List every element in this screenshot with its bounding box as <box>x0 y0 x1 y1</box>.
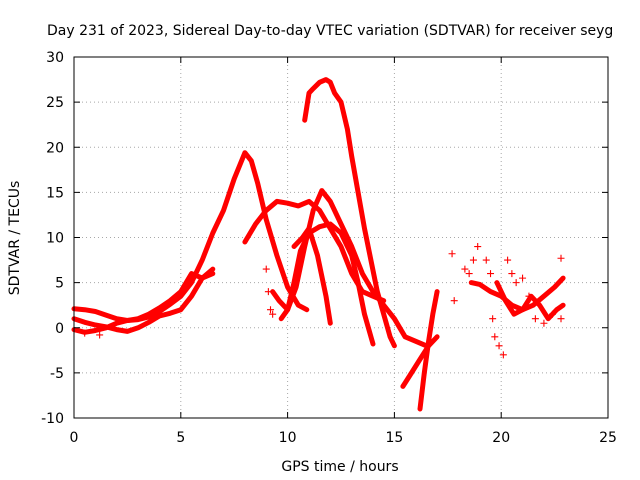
scatter-markers <box>81 243 565 359</box>
y-tick-label: 20 <box>46 140 64 156</box>
y-tick-label: -10 <box>41 411 64 427</box>
data-point-marker <box>487 270 495 278</box>
y-tick-label: -5 <box>50 366 64 382</box>
data-point-marker <box>474 243 482 251</box>
y-tick-label: 5 <box>55 276 64 292</box>
data-point-marker <box>461 265 469 273</box>
data-point-marker <box>525 292 533 300</box>
data-point-marker <box>489 315 497 323</box>
data-point-marker <box>540 319 548 327</box>
x-tick-label: 0 <box>70 430 79 446</box>
y-axis-title: SDTVAR / TECUs <box>7 181 23 296</box>
x-tick-label: 10 <box>279 430 297 446</box>
series-arc-2 <box>71 266 216 334</box>
data-point-marker <box>267 306 275 314</box>
series-arc-10 <box>417 289 440 412</box>
data-series <box>71 77 566 412</box>
data-point-marker <box>548 310 556 318</box>
x-axis-title: GPS time / hours <box>281 459 398 475</box>
data-point-marker <box>512 279 520 287</box>
data-point-marker <box>269 310 277 318</box>
data-point-marker <box>531 315 539 323</box>
data-point-marker <box>448 250 456 258</box>
axes: -10 -5 0 5 10 15 20 25 30 0 5 10 15 20 25 <box>41 50 617 446</box>
data-point-marker <box>557 254 565 262</box>
data-point-marker <box>465 270 473 278</box>
series-arc-1 <box>71 150 310 323</box>
series-arc-8 <box>291 226 333 326</box>
x-tick-label: 20 <box>492 430 510 446</box>
series-arc-11 <box>468 275 566 313</box>
data-point-marker <box>469 256 477 264</box>
data-point-marker <box>482 256 490 264</box>
data-point-marker <box>96 331 104 339</box>
data-point-marker <box>499 351 507 359</box>
series-arc-9 <box>400 334 440 389</box>
x-tick-label: 5 <box>176 430 185 446</box>
y-tick-label: 15 <box>46 185 64 201</box>
x-tick-label: 25 <box>599 430 617 446</box>
data-point-marker <box>508 270 516 278</box>
x-tick-label: 15 <box>385 430 403 446</box>
data-point-marker <box>81 329 89 337</box>
data-point-marker <box>495 342 503 350</box>
y-tick-label: 30 <box>46 50 64 66</box>
y-tick-label: 0 <box>55 321 64 337</box>
chart-title: Day 231 of 2023, Sidereal Day-to-day VTE… <box>47 23 613 39</box>
data-point-marker <box>264 288 272 296</box>
series-arc-7 <box>278 221 376 347</box>
data-point-marker <box>557 315 565 323</box>
data-point-marker <box>504 256 512 264</box>
y-tick-label: 25 <box>46 95 64 111</box>
data-point-marker <box>450 297 458 305</box>
series-arc-3 <box>71 271 216 335</box>
y-tick-label: 10 <box>46 231 64 247</box>
data-point-marker <box>262 265 270 273</box>
data-point-marker <box>491 333 499 341</box>
grid <box>74 57 608 418</box>
data-point-marker <box>519 274 527 282</box>
